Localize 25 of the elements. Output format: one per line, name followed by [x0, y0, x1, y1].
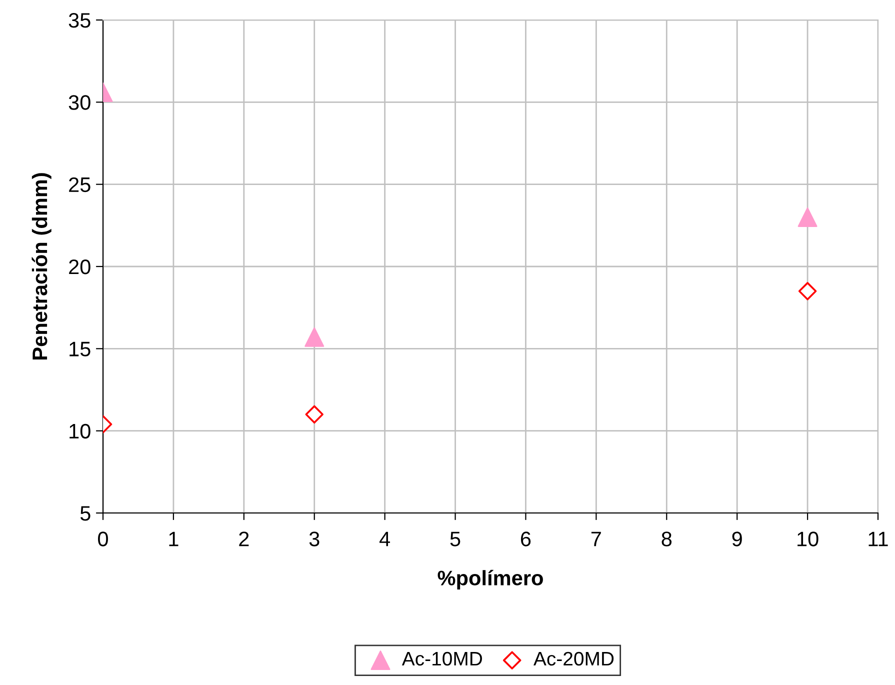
point: [798, 207, 818, 227]
x-tick-label: 11: [868, 532, 888, 546]
x-axis-title: %polímero: [438, 570, 543, 590]
y-tick-label: 15: [70, 342, 90, 356]
y-tick-label: 20: [69, 260, 90, 274]
x-tick-label: 5: [450, 532, 460, 546]
legend-label: Ac-20MD: [534, 652, 614, 666]
x-tick-label: 8: [662, 532, 672, 546]
x-tick-label: 2: [239, 532, 249, 546]
x-tick-label: 1: [169, 532, 178, 546]
x-tick-label: 9: [732, 532, 742, 546]
y-axis-title: Penetración (dmm): [32, 173, 52, 360]
point: [798, 282, 817, 300]
y-tick-label: 10: [70, 424, 90, 439]
x-tick-label: 4: [380, 532, 390, 546]
x-tick-label: 0: [98, 532, 108, 546]
x-tick-label: 10: [798, 532, 818, 546]
y-tick-label: 35: [68, 13, 90, 28]
y-tick-label: 25: [69, 177, 90, 192]
y-tick-label: 5: [80, 506, 90, 521]
legend-label: Ac-10MD: [402, 652, 482, 666]
x-tick-label: 6: [520, 532, 531, 546]
x-tick-label: 3: [309, 532, 320, 546]
y-tick-label: 30: [68, 95, 90, 110]
x-tick-label: 7: [591, 532, 601, 546]
